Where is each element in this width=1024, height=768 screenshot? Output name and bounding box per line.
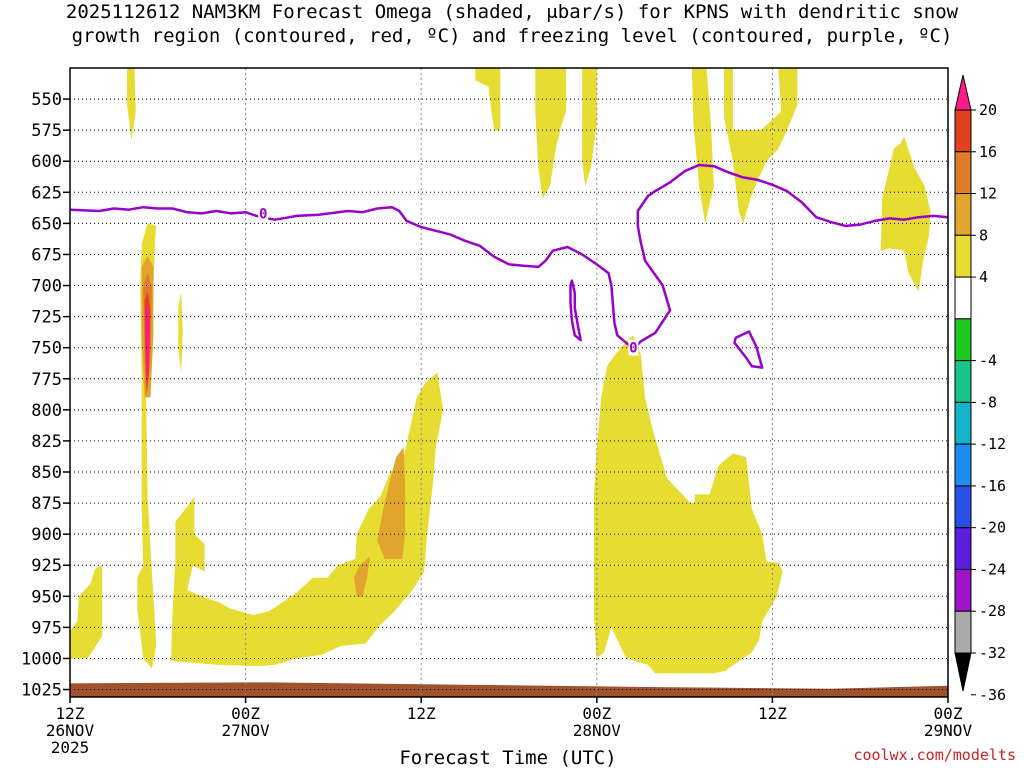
omega-region-11 xyxy=(593,335,783,674)
omega-region-16 xyxy=(724,68,798,224)
colorbar-bin--4 xyxy=(954,276,972,320)
omega-region-9 xyxy=(377,447,406,559)
colorbar-bottom-arrow xyxy=(954,652,972,692)
freezing-level-line xyxy=(69,163,949,349)
colorbar-bin--12 xyxy=(954,360,972,403)
colorbar-label-10: -24 xyxy=(979,560,1006,578)
colorbar-bin--8 xyxy=(954,318,972,362)
y-tick-label-875: 875 xyxy=(31,494,62,514)
colorbar-label-6: -8 xyxy=(979,393,997,411)
colorbar-label-2: 12 xyxy=(979,185,997,203)
colorbar-label-7: -12 xyxy=(979,435,1006,453)
x-tick-label-12-2: 27NOV xyxy=(222,721,271,740)
colorbar-label-9: -20 xyxy=(979,519,1006,537)
omega-region-17 xyxy=(880,136,931,292)
omega-region-12 xyxy=(475,68,501,131)
y-tick-label-625: 625 xyxy=(31,183,62,203)
freezing-label-bg-0 xyxy=(258,205,269,222)
omega-region-7 xyxy=(70,565,103,659)
x-tick-label-36-2: 28NOV xyxy=(573,721,622,740)
colorbar-label-5: -4 xyxy=(979,352,997,370)
colorbar-label-3: 8 xyxy=(979,226,988,244)
colorbar-bin--36 xyxy=(954,610,972,654)
omega-colorbar: 20 16 12 8 4 -4 -8 -12 -16 -20 -24 -28 -32 -36 xyxy=(954,74,1006,704)
y-tick-label-575: 575 xyxy=(31,121,62,141)
freezing-level-label-1: 0 xyxy=(629,341,637,357)
y-tick-label-550: 550 xyxy=(31,90,62,110)
x-tick-label-60-2: 29NOV xyxy=(924,721,973,740)
x-tick-label-48-1: 12Z xyxy=(758,704,787,723)
y-tick-label-1000: 1000 xyxy=(21,649,62,669)
x-axis-label: Forecast Time (UTC) xyxy=(399,747,616,768)
chart-title: 2025112612 NAM3KM Forecast Omega (shaded… xyxy=(0,0,1024,48)
y-tick-label-600: 600 xyxy=(31,152,62,172)
freezing-level-label-0: 0 xyxy=(259,206,267,222)
x-tick-label-0-2: 26NOV xyxy=(46,721,95,740)
colorbar-bin--28 xyxy=(954,527,972,570)
colorbar-label-4: 4 xyxy=(979,268,988,286)
title-line-2: growth region (contoured, red, ºC) and f… xyxy=(71,25,953,47)
omega-region-13 xyxy=(535,68,567,199)
omega-region-14 xyxy=(582,68,597,187)
plot-frame xyxy=(69,67,949,698)
colorbar-bin-4 xyxy=(954,234,972,278)
omega-region-15 xyxy=(691,68,714,224)
source-link[interactable]: coolwx.com/modelts xyxy=(853,746,1016,764)
y-tick-label-925: 925 xyxy=(31,556,62,576)
colorbar-bin-16 xyxy=(954,109,972,153)
y-tick-label-700: 700 xyxy=(31,277,62,297)
y-tick-label-650: 650 xyxy=(31,214,62,234)
y-tick-label-725: 725 xyxy=(31,308,62,328)
freezing-level-contours: 00 xyxy=(69,163,949,369)
x-tick-label-24-1: 12Z xyxy=(407,704,436,723)
freezing-level-loop-1 xyxy=(733,330,764,369)
axes: 550 575 600 625 650 675 700 725 750 775 800 825 850 8… xyxy=(21,67,973,757)
x-tick-label-60-1: 00Z xyxy=(934,704,963,723)
y-tick-label-1025: 1025 xyxy=(21,681,62,701)
y-tick-label-900: 900 xyxy=(31,525,62,545)
x-tick-label-0-3: 2025 xyxy=(51,738,90,757)
x-tick-label-12-1: 00Z xyxy=(231,704,260,723)
omega-region-6 xyxy=(178,291,183,373)
y-tick-label-750: 750 xyxy=(31,339,62,359)
ground-fill xyxy=(70,682,948,697)
y-tick-label-950: 950 xyxy=(31,587,62,607)
colorbar-label-11: -28 xyxy=(979,602,1006,620)
colorbar-top-arrow xyxy=(954,74,972,111)
colorbar-bin-8 xyxy=(954,193,972,236)
omega-region-10 xyxy=(353,556,370,597)
colorbar-bin--20 xyxy=(954,443,972,487)
y-tick-label-850: 850 xyxy=(31,463,62,483)
y-tick-label-825: 825 xyxy=(31,432,62,452)
colorbar-label-8: -16 xyxy=(979,477,1006,495)
colorbar-bin--16 xyxy=(954,401,972,445)
colorbar-bin-12 xyxy=(954,151,972,195)
colorbar-bin--24 xyxy=(954,485,972,529)
colorbar-label-12: -32 xyxy=(979,644,1006,662)
ground-surface xyxy=(70,682,948,697)
x-tick-label-36-1: 00Z xyxy=(582,704,611,723)
colorbar-label-13: -36 xyxy=(979,686,1006,704)
colorbar-label-0: 20 xyxy=(979,101,997,119)
x-tick-label-0-1: 12Z xyxy=(56,704,85,723)
freezing-level-loop-0 xyxy=(569,279,582,342)
y-tick-label-975: 975 xyxy=(31,618,62,638)
freezing-label-bg-1 xyxy=(628,339,639,356)
colorbar-bin--32 xyxy=(954,568,972,612)
y-tick-label-775: 775 xyxy=(31,370,62,390)
omega-region-0 xyxy=(127,68,136,141)
omega-region-5 xyxy=(145,304,150,385)
y-tick-label-675: 675 xyxy=(31,245,62,265)
y-tick-label-800: 800 xyxy=(31,401,62,421)
omega-region-8 xyxy=(171,372,444,666)
colorbar-label-1: 16 xyxy=(979,143,997,161)
title-line-1: 2025112612 NAM3KM Forecast Omega (shaded… xyxy=(65,1,959,23)
omega-shaded-regions xyxy=(70,68,931,674)
